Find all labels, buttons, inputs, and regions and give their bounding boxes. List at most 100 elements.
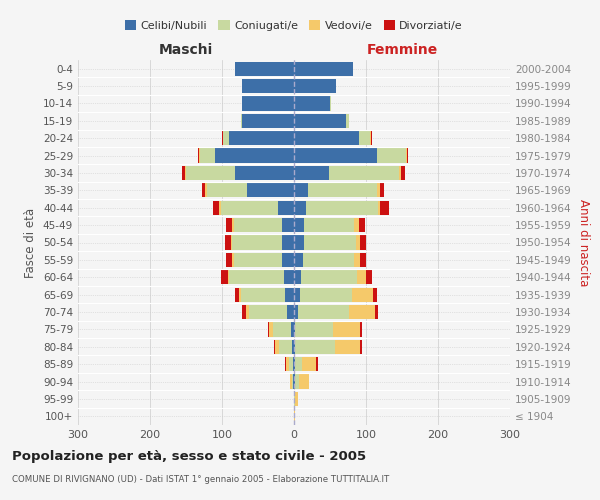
Bar	[360, 236, 366, 250]
Bar	[275, 340, 279, 354]
Bar	[308, 183, 377, 198]
Bar	[329, 166, 399, 180]
Bar	[407, 148, 409, 162]
Y-axis label: Anni di nascita: Anni di nascita	[577, 199, 590, 286]
Bar	[359, 131, 370, 146]
Bar	[294, 305, 298, 319]
Bar	[335, 340, 360, 354]
Bar	[250, 305, 287, 319]
Text: COMUNE DI RIVIGNANO (UD) - Dati ISTAT 1° gennaio 2005 - Elaborazione TUTTITALIA.: COMUNE DI RIVIGNANO (UD) - Dati ISTAT 1°…	[12, 475, 389, 484]
Text: Popolazione per età, sesso e stato civile - 2005: Popolazione per età, sesso e stato civil…	[12, 450, 366, 463]
Bar	[241, 114, 242, 128]
Bar	[294, 288, 300, 302]
Y-axis label: Fasce di età: Fasce di età	[25, 208, 37, 278]
Bar	[235, 288, 239, 302]
Bar	[283, 218, 294, 232]
Bar	[358, 270, 366, 284]
Bar	[295, 357, 302, 372]
Bar	[360, 322, 362, 336]
Bar	[247, 183, 294, 198]
Bar	[185, 166, 186, 180]
Bar	[299, 374, 309, 388]
Bar	[233, 253, 283, 267]
Bar	[200, 148, 215, 162]
Bar	[273, 322, 291, 336]
Bar	[377, 148, 406, 162]
Bar	[305, 200, 377, 215]
Bar	[295, 322, 333, 336]
Bar	[352, 288, 373, 302]
Bar	[186, 166, 235, 180]
Bar	[283, 236, 294, 250]
Bar	[294, 374, 295, 388]
Bar	[359, 218, 365, 232]
Bar	[360, 253, 366, 267]
Bar	[294, 322, 295, 336]
Bar	[293, 374, 294, 388]
Bar	[294, 183, 308, 198]
Bar	[268, 322, 269, 336]
Bar	[232, 218, 233, 232]
Bar	[295, 374, 299, 388]
Bar	[242, 114, 294, 128]
Bar	[399, 166, 401, 180]
Bar	[269, 322, 273, 336]
Bar	[235, 166, 294, 180]
Bar	[289, 357, 293, 372]
Bar	[229, 270, 284, 284]
Bar	[294, 166, 329, 180]
Bar	[377, 200, 380, 215]
Bar	[225, 236, 230, 250]
Bar	[294, 357, 295, 372]
Bar	[229, 131, 294, 146]
Bar	[232, 253, 233, 267]
Bar	[219, 200, 221, 215]
Bar	[232, 236, 283, 250]
Bar	[295, 340, 335, 354]
Bar	[349, 305, 374, 319]
Bar	[242, 305, 246, 319]
Bar	[222, 131, 223, 146]
Bar	[374, 305, 378, 319]
Bar	[278, 200, 294, 215]
Bar	[286, 357, 289, 372]
Legend: Celibi/Nubili, Coniugati/e, Vedovi/e, Divorziati/e: Celibi/Nubili, Coniugati/e, Vedovi/e, Di…	[123, 18, 465, 33]
Bar	[301, 270, 358, 284]
Bar	[298, 305, 349, 319]
Bar	[304, 236, 356, 250]
Bar	[223, 131, 229, 146]
Bar	[294, 392, 295, 406]
Bar	[302, 253, 355, 267]
Bar	[228, 270, 229, 284]
Bar	[302, 357, 316, 372]
Text: Maschi: Maschi	[159, 42, 213, 56]
Bar	[355, 218, 359, 232]
Bar	[294, 218, 304, 232]
Bar	[197, 148, 199, 162]
Bar	[205, 183, 207, 198]
Bar	[221, 200, 278, 215]
Bar	[360, 340, 362, 354]
Bar	[380, 183, 384, 198]
Bar	[233, 218, 283, 232]
Bar	[221, 270, 228, 284]
Bar	[304, 218, 355, 232]
Bar	[241, 288, 286, 302]
Bar	[284, 270, 294, 284]
Bar	[294, 253, 302, 267]
Bar	[330, 96, 331, 110]
Bar	[291, 322, 294, 336]
Bar	[215, 148, 294, 162]
Bar	[355, 253, 360, 267]
Bar	[294, 340, 295, 354]
Bar	[300, 288, 352, 302]
Bar	[239, 288, 241, 302]
Bar	[346, 114, 349, 128]
Bar	[333, 322, 360, 336]
Bar	[226, 218, 232, 232]
Bar	[294, 96, 330, 110]
Bar	[214, 200, 219, 215]
Bar	[242, 79, 294, 93]
Bar	[202, 183, 205, 198]
Text: Femmine: Femmine	[367, 42, 437, 56]
